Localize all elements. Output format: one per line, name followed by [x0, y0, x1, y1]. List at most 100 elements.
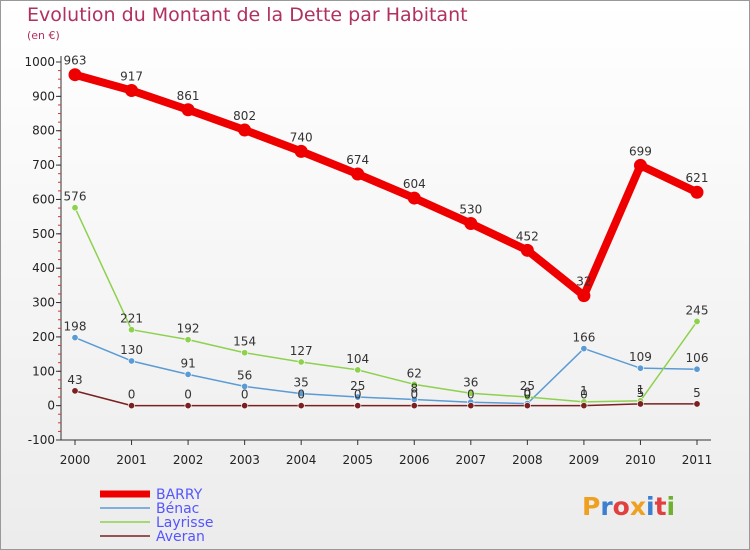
data-point [464, 217, 478, 231]
data-point [241, 402, 249, 410]
x-tick-label: 2000 [60, 453, 91, 467]
data-point [297, 402, 305, 410]
data-point [128, 402, 136, 410]
y-tick-label: 700 [32, 158, 55, 172]
y-tick-label: 0 [47, 399, 55, 413]
data-label: 245 [686, 303, 709, 317]
x-tick-label: 2005 [342, 453, 373, 467]
x-tick-label: 2003 [229, 453, 260, 467]
data-label: 221 [120, 312, 143, 326]
data-label: 25 [520, 379, 535, 393]
data-label: 621 [686, 171, 709, 185]
proxiti-logo: Proxiti [582, 492, 676, 521]
data-label: 861 [177, 89, 200, 103]
data-label: 0 [467, 388, 475, 402]
x-tick-label: 2011 [682, 453, 713, 467]
data-label: 35 [294, 376, 309, 390]
data-label: 699 [629, 144, 652, 158]
data-point [68, 68, 82, 82]
data-label: 104 [346, 352, 369, 366]
data-label: 452 [516, 229, 539, 243]
series-line-barry [73, 70, 699, 300]
data-point [580, 402, 588, 410]
data-label: 192 [177, 322, 200, 336]
data-point [354, 393, 362, 401]
x-tick-label: 2007 [456, 453, 487, 467]
series-line-bénac [74, 336, 698, 405]
data-point [354, 402, 362, 410]
data-label: 1 [580, 384, 588, 398]
series-layer [68, 68, 704, 410]
data-label: 963 [64, 54, 87, 68]
data-point [241, 349, 249, 357]
y-tick-label: 900 [32, 89, 55, 103]
legend-label: Bénac [156, 501, 199, 517]
data-label: 106 [686, 351, 709, 365]
y-tick-label: 600 [32, 192, 55, 206]
x-tick-label: 2009 [569, 453, 600, 467]
data-point [407, 191, 421, 205]
data-point [128, 357, 136, 365]
data-label: 0 [580, 388, 588, 402]
series-line-averan [74, 390, 697, 407]
y-tick-label: 1000 [24, 55, 55, 69]
x-tick-label: 2001 [116, 453, 147, 467]
y-tick-label: 800 [32, 124, 55, 138]
data-point [633, 158, 647, 172]
data-point [71, 334, 79, 342]
data-point [636, 364, 644, 372]
data-label: 62 [407, 366, 422, 380]
data-point [410, 380, 418, 388]
data-label: 0 [184, 388, 192, 402]
x-tick-label: 2004 [286, 453, 317, 467]
y-tick-label: 400 [32, 261, 55, 275]
data-point [354, 366, 362, 374]
data-point [71, 387, 79, 395]
data-point [125, 84, 139, 98]
data-label: 917 [120, 70, 143, 84]
data-label: 5 [637, 386, 645, 400]
data-point [636, 400, 644, 408]
data-point [467, 402, 475, 410]
chart-subtitle: (en €) [27, 29, 60, 42]
data-label: 604 [403, 177, 426, 191]
data-label: 0 [241, 388, 249, 402]
data-label: 0 [524, 386, 532, 400]
series-line-layrisse [74, 207, 698, 403]
data-point [184, 370, 192, 378]
data-label: 0 [128, 388, 136, 402]
y-tick-label: 500 [32, 227, 55, 241]
axes: -100010020030040050060070080090010002000… [24, 55, 712, 467]
y-tick-label: 100 [32, 364, 55, 378]
data-label: 166 [572, 331, 595, 345]
y-tick-label: -100 [28, 433, 55, 447]
data-label: 25 [350, 379, 365, 393]
data-point [128, 326, 136, 334]
data-label: 91 [180, 356, 195, 370]
data-point [467, 389, 475, 397]
data-label: 5 [693, 386, 701, 400]
data-point [184, 402, 192, 410]
data-label: 109 [629, 350, 652, 364]
y-tick-label: 200 [32, 330, 55, 344]
data-point [238, 123, 252, 137]
data-label: 36 [463, 375, 478, 389]
x-tick-label: 2006 [399, 453, 430, 467]
legend-label: BARRY [156, 487, 203, 503]
data-label: 802 [233, 109, 256, 123]
data-label: 8 [410, 381, 418, 395]
x-tick-label: 2002 [173, 453, 204, 467]
data-point [410, 402, 418, 410]
data-label: 1 [637, 383, 645, 397]
data-label: 198 [64, 320, 87, 334]
data-label: 43 [67, 373, 82, 387]
data-label: 0 [410, 388, 418, 402]
data-label: 740 [290, 130, 313, 144]
data-point [693, 317, 701, 325]
x-tick-label: 2010 [625, 453, 656, 467]
data-label: 0 [297, 388, 305, 402]
data-point [241, 382, 249, 390]
data-label: 0 [354, 388, 362, 402]
